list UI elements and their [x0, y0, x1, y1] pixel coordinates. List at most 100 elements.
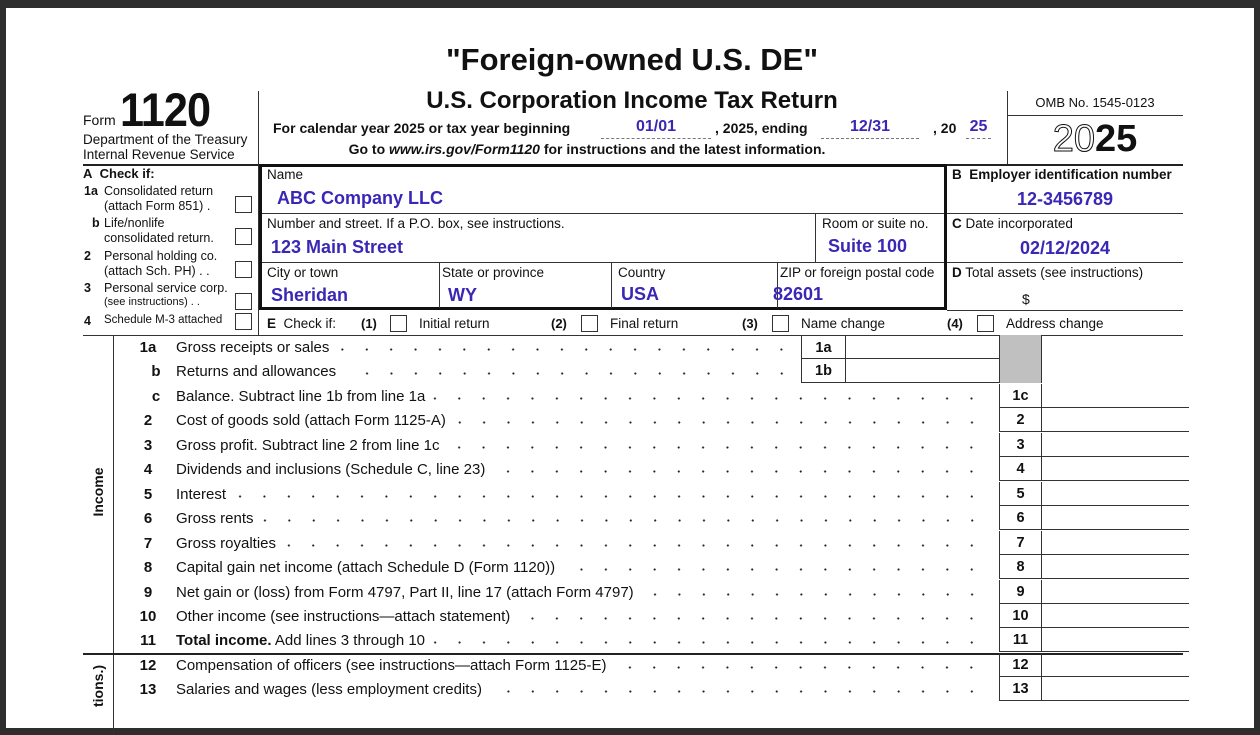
check-a-checkbox[interactable] — [235, 261, 252, 278]
amount-field[interactable] — [1042, 531, 1189, 555]
tax-year-end-year-field[interactable]: 25 — [966, 118, 991, 139]
check-a-item-label: Consolidated return — [104, 184, 214, 198]
line-label: Balance. Subtract line 1b from line 1a — [176, 388, 425, 405]
line-label-text: Gross profit. Subtract line 2 from line … — [176, 436, 440, 454]
line-label: Gross royalties — [176, 535, 276, 552]
tax-year-suffix: , 20 — [933, 120, 957, 136]
entity-info-box — [259, 164, 947, 310]
total-assets-field[interactable]: $ — [1022, 291, 1030, 307]
check-a-checkbox[interactable] — [235, 293, 252, 310]
amount-field[interactable] — [1042, 604, 1189, 628]
check-e-checkbox[interactable] — [390, 315, 407, 332]
check-e-option-number: (3) — [742, 316, 758, 331]
ein-field[interactable]: 12-3456789 — [1016, 189, 1114, 209]
amount-field[interactable] — [1042, 628, 1189, 653]
line-number: 5 — [143, 485, 153, 503]
income-section-label: Income — [90, 467, 106, 517]
line-row: 5 Interest 5 — [119, 481, 1189, 506]
inner-amount-field[interactable] — [846, 359, 999, 384]
form-title: U.S. Corporation Income Tax Return — [426, 87, 838, 114]
zip-field[interactable]: 82601 — [773, 284, 824, 304]
check-a-checkbox[interactable] — [235, 196, 252, 213]
check-e-option-number: (4) — [947, 316, 963, 331]
amount-field[interactable] — [1042, 482, 1189, 506]
check-a-item-label: Personal holding co. — [104, 249, 218, 263]
amount-field[interactable] — [1042, 506, 1189, 531]
check-a-checkbox[interactable] — [235, 228, 252, 245]
amount-field[interactable] — [1042, 433, 1189, 457]
amount-field[interactable] — [1042, 335, 1189, 359]
instructions-line: Go to www.irs.gov/Form1120 for instructi… — [258, 141, 916, 157]
line-label-bold: Total income. — [176, 632, 272, 650]
inner-amount-field[interactable] — [846, 335, 999, 359]
zip-label: ZIP or foreign postal code — [780, 265, 935, 280]
ein-label: B Employer identification number — [952, 167, 1172, 182]
total-assets-label: D Total assets (see instructions) — [952, 265, 1144, 280]
amount-field[interactable] — [1042, 677, 1189, 702]
line-row: b Returns and allowances 1b — [119, 359, 1189, 384]
check-a-checkbox[interactable] — [235, 313, 252, 330]
line-row: 12 Compensation of officers (see instruct… — [119, 652, 1189, 677]
check-a-item-label: Life/nonlife — [104, 216, 165, 230]
line-box: 6 — [999, 506, 1042, 531]
line-number: 3 — [143, 436, 153, 454]
amount-field[interactable] — [1042, 555, 1189, 580]
tax-year-mid: , 2025, ending — [715, 120, 808, 136]
line-number: 12 — [139, 656, 157, 674]
street-field[interactable]: 123 Main Street — [271, 237, 404, 257]
line-number: 4 — [143, 461, 153, 479]
name-field[interactable]: ABC Company LLC — [277, 188, 443, 208]
check-e-checkbox[interactable] — [581, 315, 598, 332]
country-label: Country — [618, 265, 666, 280]
dept-treasury: Department of the Treasury — [83, 132, 248, 147]
amount-field[interactable] — [1042, 408, 1189, 433]
line-number: 6 — [143, 510, 153, 528]
country-field[interactable]: USA — [621, 284, 660, 304]
line-number: 10 — [139, 607, 157, 625]
name-label: Name — [267, 167, 304, 182]
room-label: Room or suite no. — [822, 216, 929, 231]
line-number: 1a — [139, 339, 157, 356]
line-label-text: Salaries and wages (less employment cred… — [176, 681, 482, 699]
check-e-checkbox[interactable] — [977, 315, 994, 332]
line-row: 6 Gross rents 6 — [119, 506, 1189, 531]
date-incorporated-label: C Date incorporated — [952, 216, 1073, 231]
tax-year-badge: 2025 — [1007, 118, 1183, 161]
amount-field[interactable] — [1042, 457, 1189, 482]
dot-leader — [493, 470, 984, 474]
line-row: c Balance. Subtract line 1b from line 1a 1… — [119, 383, 1189, 408]
check-a-item-number: 1a — [84, 184, 98, 198]
dot-leader — [447, 445, 984, 449]
city-field[interactable]: Sheridan — [271, 285, 349, 305]
line-box: 7 — [999, 530, 1042, 555]
amount-field[interactable] — [1042, 384, 1189, 408]
irs: Internal Revenue Service — [83, 147, 235, 162]
dot-leader — [453, 421, 984, 425]
dot-leader — [261, 519, 984, 523]
state-field[interactable]: WY — [448, 285, 477, 305]
dot-leader — [518, 616, 984, 620]
amount-field[interactable] — [1042, 580, 1189, 604]
check-e-checkbox[interactable] — [772, 315, 789, 332]
check-e-option-label: Address change — [1006, 316, 1104, 331]
date-incorporated-field[interactable]: 02/12/2024 — [1019, 238, 1111, 258]
room-field[interactable]: Suite 100 — [828, 236, 908, 256]
tax-year-begin-field[interactable]: 01/01 — [601, 118, 711, 139]
tax-year-end-field[interactable]: 12/31 — [821, 118, 919, 139]
check-a-item-sublabel: (attach Sch. PH) . . — [104, 264, 210, 278]
amount-field[interactable] — [1042, 653, 1189, 677]
irs-url-link[interactable]: www.irs.gov/Form1120 — [389, 141, 540, 157]
line-label-text: Dividends and inclusions (Schedule C, li… — [176, 461, 486, 479]
check-e-option-label: Final return — [610, 316, 679, 331]
form-1120-page: "Foreign-owned U.S. DE" Form 1120 Depart… — [6, 8, 1254, 735]
check-a-heading: A Check if: — [83, 166, 155, 181]
line-box: 8 — [999, 555, 1042, 580]
dot-leader — [284, 543, 984, 547]
line-row: 11 Total income. Add lines 3 through 10 11 — [119, 628, 1189, 653]
check-e-option-label: Name change — [801, 316, 886, 331]
dot-leader — [563, 568, 984, 572]
amount-field[interactable] — [1042, 359, 1189, 383]
line-number: 8 — [143, 559, 153, 577]
document-title: "Foreign-owned U.S. DE" — [445, 42, 819, 77]
line-row: 9 Net gain or (loss) from Form 4797, Part… — [119, 579, 1189, 604]
